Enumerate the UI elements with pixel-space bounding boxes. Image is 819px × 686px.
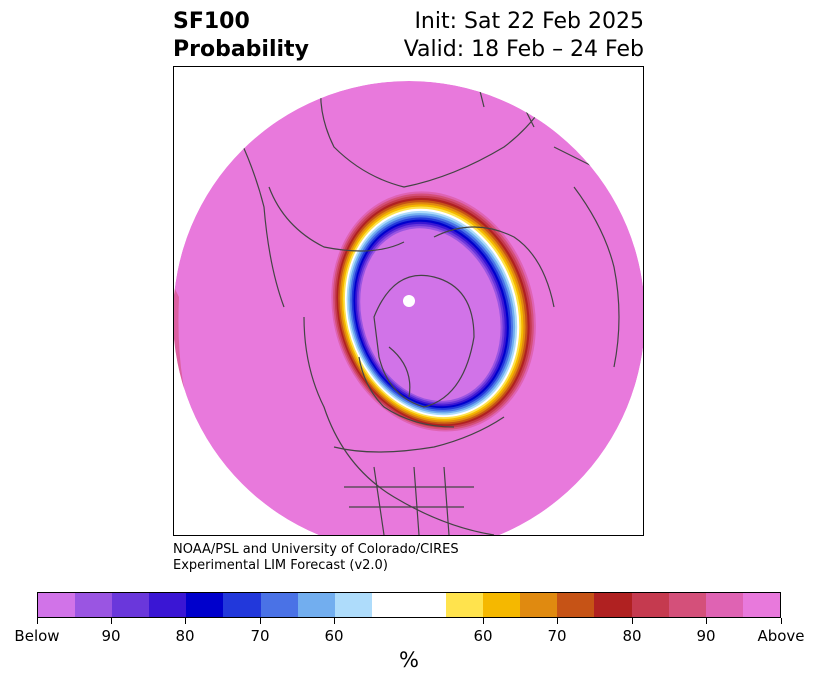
variable-subtitle: Probability bbox=[173, 37, 309, 62]
colorbar-segment bbox=[557, 593, 595, 617]
colorbar-segment bbox=[520, 593, 558, 617]
credit-block: NOAA/PSL and University of Colorado/CIRE… bbox=[173, 542, 459, 574]
colorbar-unit-label: % bbox=[399, 648, 419, 672]
title-right: Init: Sat 22 Feb 2025 Valid: 18 Feb – 24… bbox=[404, 8, 644, 64]
colorbar-segment bbox=[705, 593, 743, 617]
colorbar-segment bbox=[38, 593, 76, 617]
credit-line-1: NOAA/PSL and University of Colorado/CIRE… bbox=[173, 542, 459, 557]
colorbar-segment bbox=[631, 593, 669, 617]
colorbar-segment bbox=[334, 593, 372, 617]
colorbar-tick bbox=[483, 618, 484, 624]
colorbar-tick bbox=[185, 618, 186, 624]
colorbar-tick-label: 90 bbox=[101, 627, 121, 645]
colorbar-tick bbox=[37, 618, 38, 624]
colorbar-tick-label: Below bbox=[14, 627, 60, 645]
colorbar-segment bbox=[260, 593, 298, 617]
colorbar-segment bbox=[223, 593, 261, 617]
colorbar-tick bbox=[781, 618, 782, 624]
colorbar-segment bbox=[408, 593, 447, 617]
map-panel bbox=[173, 66, 644, 536]
colorbar-segment bbox=[483, 593, 521, 617]
colorbar-tick bbox=[111, 618, 112, 624]
colorbar-segment bbox=[742, 593, 780, 617]
colorbar-segment bbox=[75, 593, 113, 617]
variable-title: SF100 bbox=[173, 9, 250, 34]
colorbar-segment bbox=[297, 593, 335, 617]
colorbar-tick-label: 90 bbox=[696, 627, 716, 645]
colorbar-segment bbox=[112, 593, 150, 617]
colorbar-tick bbox=[632, 618, 633, 624]
colorbar-segment bbox=[668, 593, 706, 617]
init-date: Init: Sat 22 Feb 2025 bbox=[414, 9, 644, 34]
colorbar bbox=[37, 592, 781, 618]
colorbar-tick bbox=[334, 618, 335, 624]
colorbar-segment bbox=[371, 593, 409, 617]
colorbar-tick-label: 70 bbox=[547, 627, 567, 645]
colorbar-tick-label: 60 bbox=[473, 627, 493, 645]
colorbar-tick-label: 80 bbox=[622, 627, 642, 645]
colorbar-tick-label: Above bbox=[757, 627, 805, 645]
polar-hole bbox=[403, 295, 415, 307]
colorbar-segment bbox=[594, 593, 632, 617]
colorbar-tick bbox=[260, 618, 261, 624]
colorbar-segment bbox=[149, 593, 187, 617]
credit-line-2: Experimental LIM Forecast (v2.0) bbox=[173, 558, 388, 573]
colorbar-tick-label: 70 bbox=[250, 627, 270, 645]
colorbar-segment bbox=[446, 593, 484, 617]
probability-map bbox=[174, 81, 643, 535]
colorbar-segment bbox=[186, 593, 224, 617]
anomaly-rings bbox=[331, 191, 536, 432]
title-left: SF100 Probability bbox=[173, 8, 309, 64]
colorbar-tick bbox=[557, 618, 558, 624]
colorbar-tick-label: 60 bbox=[324, 627, 344, 645]
valid-range: Valid: 18 Feb – 24 Feb bbox=[403, 37, 644, 62]
probability-contour-band bbox=[360, 228, 501, 401]
colorbar-tick-label: 80 bbox=[175, 627, 195, 645]
colorbar-tick bbox=[706, 618, 707, 624]
